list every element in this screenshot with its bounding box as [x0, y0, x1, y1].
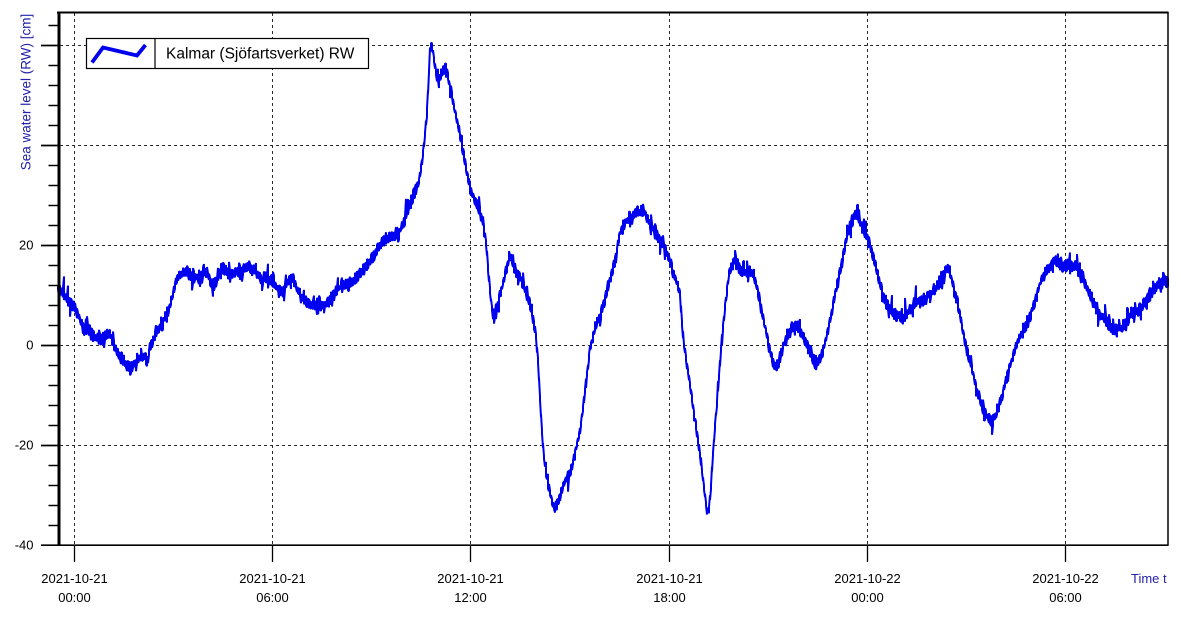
svg-text:12:00: 12:00: [454, 590, 487, 605]
svg-text:00:00: 00:00: [58, 590, 91, 605]
svg-text:2021-10-21: 2021-10-21: [41, 571, 108, 586]
svg-text:Time t: Time t: [1131, 571, 1167, 586]
svg-text:2021-10-21: 2021-10-21: [636, 571, 703, 586]
svg-text:Kalmar (Sjöfartsverket) RW: Kalmar (Sjöfartsverket) RW: [166, 46, 355, 63]
svg-text:2021-10-22: 2021-10-22: [1032, 571, 1099, 586]
svg-text:2021-10-22: 2021-10-22: [834, 571, 901, 586]
svg-text:-20: -20: [15, 438, 34, 453]
svg-text:20: 20: [19, 238, 33, 253]
svg-text:0: 0: [26, 338, 33, 353]
svg-text:2021-10-21: 2021-10-21: [239, 571, 306, 586]
svg-text:18:00: 18:00: [653, 590, 686, 605]
svg-text:06:00: 06:00: [1049, 590, 1082, 605]
svg-text:00:00: 00:00: [851, 590, 884, 605]
svg-text:2021-10-21: 2021-10-21: [437, 571, 504, 586]
svg-text:-40: -40: [15, 538, 34, 553]
svg-text:Sea water level (RW) [cm]: Sea water level (RW) [cm]: [19, 14, 34, 171]
svg-text:06:00: 06:00: [256, 590, 289, 605]
